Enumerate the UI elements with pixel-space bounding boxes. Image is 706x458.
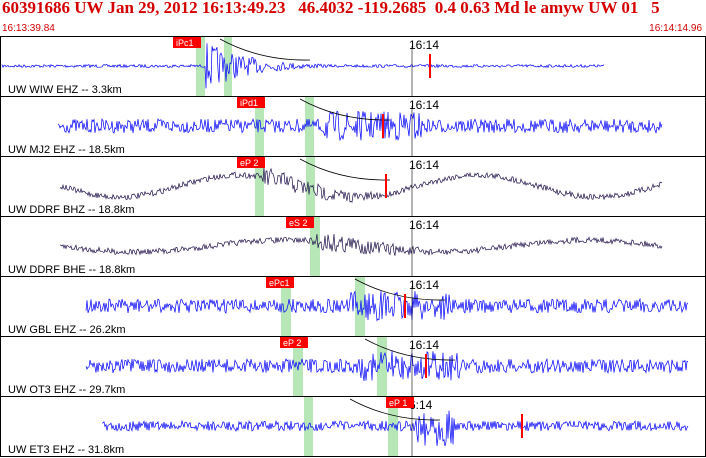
pick-window [255, 157, 264, 216]
waveform-trace [85, 350, 689, 382]
phase-pick-box[interactable] [386, 397, 414, 408]
event-title: 60391686 UW Jan 29, 2012 16:13:49.23 46.… [2, 0, 660, 17]
pick-window [293, 337, 303, 396]
phase-pick-box[interactable] [237, 97, 265, 108]
arrival-curve [299, 98, 391, 121]
station-label: UW WIW EHZ -- 3.3km [8, 84, 122, 96]
phase-pick-label: ePc1 [269, 278, 290, 288]
station-label: UW GBL EHZ -- 26.2km [8, 324, 126, 336]
trace-panel: 16:14 ePc1 UW GBL EHZ -- 26.2km [0, 276, 706, 337]
pick-window [306, 157, 315, 216]
trace-panel: 16:14 eP 2 UW DDRF BHZ -- 18.8km [0, 156, 706, 217]
phase-pick-label: eP 1 [389, 398, 407, 408]
pick-window [305, 97, 314, 156]
phase-pick-box[interactable] [266, 277, 294, 288]
time-tick-label: 16:14 [409, 38, 439, 52]
pick-window [255, 97, 264, 156]
arrival-curve [354, 278, 446, 301]
seismogram-panel: 16:14 iPc1 UW WIW EHZ -- 3.3km 16:14 iPd1 UW … [0, 36, 706, 457]
station-label: UW MJ2 EHZ -- 18.5km [8, 144, 125, 156]
event-header: 60391686 UW Jan 29, 2012 16:13:49.23 46.… [0, 0, 706, 22]
phase-pick-label: iPd1 [240, 98, 258, 108]
phase-pick-box[interactable] [173, 37, 201, 48]
waveform-trace [57, 110, 663, 142]
pick-window [377, 337, 387, 396]
pick-window [281, 277, 291, 336]
window-end-time: 16:14:14.96 [649, 23, 702, 34]
station-label: UW OT3 EHZ -- 29.7km [8, 384, 125, 396]
trace-panel: 16:14 iPc1 UW WIW EHZ -- 3.3km [0, 36, 706, 97]
station-label: UW DDRF BHE -- 18.8km [8, 264, 135, 276]
window-start-time: 16:13:39.84 [2, 23, 55, 34]
phase-pick-label: eP 2 [240, 158, 258, 168]
waveform-trace [59, 233, 663, 256]
time-tick-label: 6:14 [409, 398, 433, 412]
phase-pick-box[interactable] [280, 337, 308, 348]
station-label: UW ET3 EHZ -- 31.8km [8, 444, 124, 456]
pick-window [355, 277, 365, 336]
phase-pick-label: iPc1 [176, 38, 194, 48]
trace-panel: 16:14 iPd1 UW MJ2 EHZ -- 18.5km [0, 96, 706, 157]
arrival-curve [364, 338, 456, 361]
phase-pick-box[interactable] [237, 157, 265, 168]
waveform-trace [59, 167, 663, 203]
time-tick-label: 16:14 [409, 158, 439, 172]
arrival-curve [299, 158, 391, 181]
time-tick-label: 16:14 [409, 338, 439, 352]
waveform-trace [101, 410, 689, 447]
waveform-trace [1, 43, 605, 89]
station-label: UW DDRF BHZ -- 18.8km [8, 204, 135, 216]
phase-pick-label: eS 2 [289, 218, 308, 228]
time-tick-label: 16:14 [409, 278, 439, 292]
arrival-curve [219, 38, 311, 61]
trace-panel: 16:14 eP 2 UW OT3 EHZ -- 29.7km [0, 336, 706, 397]
trace-panel: 16:14 eS 2 UW DDRF BHE -- 18.8km [0, 216, 706, 277]
pick-window [224, 37, 232, 96]
pick-window [310, 217, 320, 276]
phase-pick-label: eP 2 [283, 338, 301, 348]
pick-window [388, 397, 398, 456]
arrival-curve [349, 398, 441, 421]
waveform-trace [85, 290, 689, 322]
time-tick-label: 16:14 [409, 98, 439, 112]
phase-pick-box[interactable] [286, 217, 314, 228]
time-tick-label: 16:14 [409, 218, 439, 232]
